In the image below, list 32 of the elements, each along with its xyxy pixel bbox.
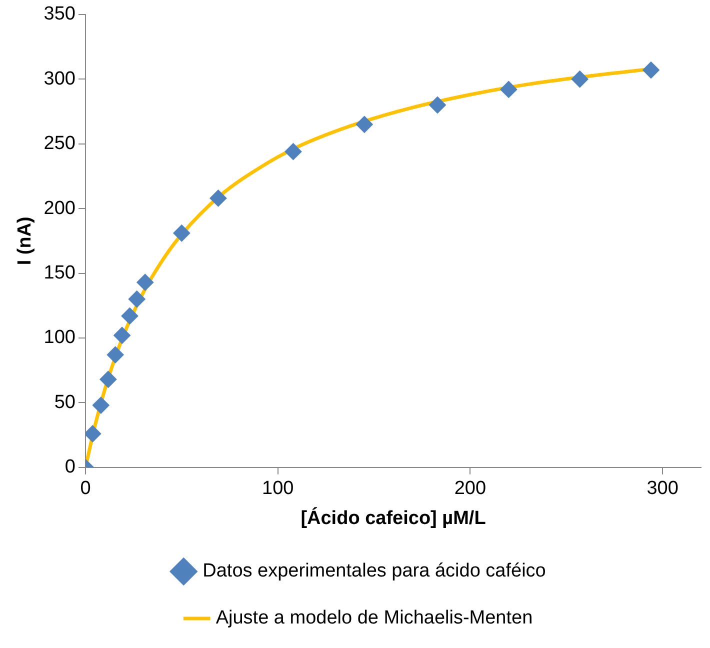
y-tick-label: 0 (64, 456, 76, 478)
x-tick-label: 0 (80, 478, 91, 500)
y-tick-label: 300 (44, 68, 76, 90)
point (284, 143, 302, 160)
point (136, 274, 154, 291)
point (356, 116, 373, 133)
point (100, 370, 117, 388)
point (92, 396, 110, 414)
y-tick-label: 200 (44, 198, 76, 219)
y-tick-label: 350 (44, 4, 76, 25)
point (86, 425, 102, 442)
point (114, 326, 131, 344)
y-tick-label: 250 (44, 133, 76, 154)
x-tick-label: 100 (262, 478, 294, 500)
y-tick-label: 150 (44, 262, 76, 284)
point (106, 346, 124, 364)
legend-label: Datos experimentales para ácido caféico (202, 560, 546, 582)
x-axis-title: [Ácido cafeico] µM/L (300, 506, 486, 529)
x-tick-label: 200 (454, 478, 486, 500)
point (210, 190, 227, 207)
point (571, 70, 588, 88)
point (173, 224, 190, 242)
x-tick-label: 300 (646, 478, 678, 500)
legend-label: Ajuste a modelo de Michaelis-Menten (216, 608, 533, 629)
y-axis-title: I (nA) (14, 216, 36, 266)
point (428, 96, 446, 114)
point (642, 62, 660, 79)
point (128, 290, 146, 308)
y-tick-label: 50 (54, 392, 76, 413)
point (500, 80, 518, 98)
y-tick-label: 100 (44, 327, 76, 348)
point (121, 307, 138, 324)
